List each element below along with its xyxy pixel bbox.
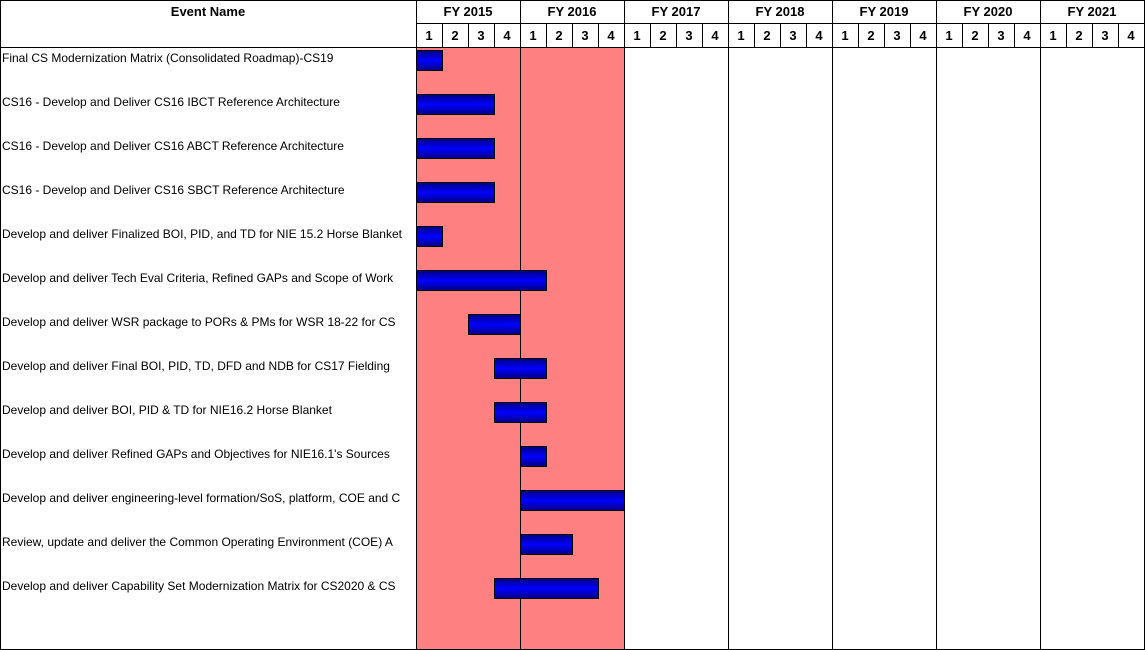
quarter-label: 1 <box>1049 28 1056 43</box>
fiscal-year-label: FY 2016 <box>548 4 597 19</box>
quarter-label: 3 <box>789 28 796 43</box>
event-name-header: Event Name <box>171 4 245 19</box>
task-label: Develop and deliver Final BOI, PID, TD, … <box>2 359 390 373</box>
fiscal-year-label: FY 2015 <box>444 4 493 19</box>
quarter-label: 4 <box>919 28 927 43</box>
task-bar <box>520 446 547 467</box>
task-label: Develop and deliver Refined GAPs and Obj… <box>2 447 390 461</box>
fiscal-year-label: FY 2018 <box>756 4 805 19</box>
task-label: Develop and deliver WSR package to PORs … <box>2 315 396 329</box>
quarter-label: 1 <box>737 28 744 43</box>
quarter-label: 3 <box>685 28 692 43</box>
task-bar <box>416 270 547 291</box>
task-label: Develop and deliver Capability Set Moder… <box>2 579 396 593</box>
quarter-label: 1 <box>841 28 848 43</box>
quarter-label: 3 <box>581 28 588 43</box>
quarter-label: 2 <box>451 28 458 43</box>
bar-layer <box>416 50 625 599</box>
task-label: CS16 - Develop and Deliver CS16 IBCT Ref… <box>2 95 340 109</box>
task-bar <box>494 402 547 423</box>
task-bar <box>416 182 495 203</box>
quarter-label: 3 <box>893 28 900 43</box>
task-label: Develop and deliver BOI, PID & TD for NI… <box>2 403 333 417</box>
quarter-label: 1 <box>425 28 432 43</box>
quarter-label: 4 <box>1127 28 1135 43</box>
quarter-label: 2 <box>763 28 770 43</box>
task-bar <box>416 226 443 247</box>
header-layer: Event Name FY 2015 1 2 3 4 FY 2016 1 2 3 4 FY 2017 1… <box>171 4 1136 43</box>
quarter-label: 1 <box>945 28 952 43</box>
quarter-label: 2 <box>971 28 978 43</box>
quarter-label: 4 <box>711 28 719 43</box>
task-bar <box>416 50 443 71</box>
highlight-band <box>520 48 624 650</box>
task-label: Develop and deliver engineering-level fo… <box>2 491 401 505</box>
quarter-label: 4 <box>503 28 511 43</box>
fiscal-year-label: FY 2020 <box>964 4 1013 19</box>
task-label: Develop and deliver Tech Eval Criteria, … <box>2 271 394 285</box>
quarter-label: 3 <box>477 28 484 43</box>
fiscal-year-label: FY 2021 <box>1068 4 1117 19</box>
task-bar <box>494 358 547 379</box>
quarter-label: 1 <box>529 28 536 43</box>
fiscal-year-label: FY 2017 <box>652 4 701 19</box>
task-label: Review, update and deliver the Common Op… <box>2 535 393 549</box>
task-label: Develop and deliver Finalized BOI, PID, … <box>2 227 403 241</box>
quarter-label: 2 <box>867 28 874 43</box>
task-label: CS16 - Develop and Deliver CS16 SBCT Ref… <box>2 183 345 197</box>
quarter-label: 4 <box>607 28 615 43</box>
fiscal-year-label: FY 2019 <box>860 4 909 19</box>
task-bar <box>494 578 599 599</box>
task-bar <box>416 94 495 115</box>
quarter-label: 2 <box>555 28 562 43</box>
quarter-label: 4 <box>1023 28 1031 43</box>
quarter-label: 3 <box>1101 28 1108 43</box>
quarter-label: 2 <box>659 28 666 43</box>
task-bar <box>520 534 573 555</box>
task-bar <box>416 138 495 159</box>
task-bar <box>520 490 625 511</box>
task-bar <box>468 314 521 335</box>
task-label: CS16 - Develop and Deliver CS16 ABCT Ref… <box>2 139 344 153</box>
quarter-label: 3 <box>997 28 1004 43</box>
task-label: Final CS Modernization Matrix (Consolida… <box>2 51 334 65</box>
quarter-label: 4 <box>815 28 823 43</box>
quarter-label: 1 <box>633 28 640 43</box>
task-label-layer: Final CS Modernization Matrix (Consolida… <box>2 51 403 593</box>
quarter-label: 2 <box>1075 28 1082 43</box>
